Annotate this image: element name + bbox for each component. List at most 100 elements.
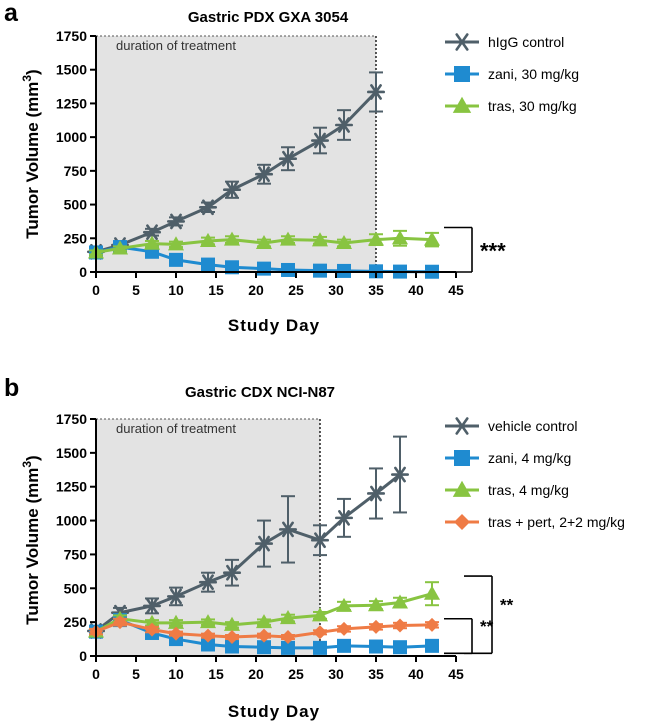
marker-asterisk [167,213,185,230]
x-tick-label: 35 [368,666,384,682]
marker-asterisk [451,33,473,51]
marker-diamond [337,621,351,636]
marker-asterisk [254,166,274,183]
marker-asterisk [310,132,330,149]
marker-triangle [199,614,217,629]
x-tick-label: 20 [248,282,264,298]
legend-label: tras, 30 mg/kg [488,98,577,114]
y-tick-label: 750 [64,546,88,562]
series-diamond [89,615,439,645]
marker-diamond [113,615,127,630]
treatment-region [96,36,376,272]
marker-triangle [223,231,241,246]
treatment-label: duration of treatment [116,421,236,436]
marker-asterisk [199,199,217,216]
marker-diamond [225,630,239,645]
marker-asterisk [223,181,241,198]
legend-label: zani, 4 mg/kg [488,450,571,466]
series-asterisk [87,435,410,639]
marker-square [313,263,327,278]
legend-label: tras, 4 mg/kg [488,482,569,498]
marker-triangle [199,232,217,248]
marker-triangle [311,607,329,622]
x-tick-label: 20 [248,666,264,682]
panel-label: b [4,374,19,402]
marker-asterisk [143,598,161,614]
marker-asterisk [451,417,473,435]
panel-a: a Gastric PDX GXA 3054 Tumor Volume (mm3… [4,0,579,335]
treatment-label: duration of treatment [116,38,236,53]
marker-asterisk [334,510,354,526]
x-tick-label: 30 [328,666,344,682]
marker-asterisk [310,532,330,549]
marker-square [393,640,407,655]
x-tick-label: 25 [288,666,304,682]
marker-triangle [279,231,297,246]
legend-entry: hIgG control [445,33,564,51]
marker-diamond [369,619,383,634]
significance-label: ** [480,617,494,636]
legend-label: zani, 30 mg/kg [488,66,579,82]
marker-triangle [423,231,441,246]
y-tick-label: 1000 [56,513,87,529]
legend-label: hIgG control [488,34,564,50]
legend-entry: tras, 30 mg/kg [445,96,577,114]
marker-square [337,638,351,653]
x-tick-label: 10 [168,666,184,682]
marker-square [281,640,295,655]
legend-entry: zani, 4 mg/kg [445,450,571,466]
marker-diamond [201,628,215,643]
marker-diamond [169,626,183,641]
x-axis-label: Study Day [228,316,320,335]
marker-diamond [257,628,271,643]
marker-triangle [311,232,329,247]
marker-asterisk [199,574,217,591]
significance-bracket [444,617,473,655]
x-tick-label: 0 [92,666,100,682]
legend-entry: zani, 30 mg/kg [445,66,579,82]
marker-diamond [313,625,327,640]
marker-triangle [255,614,273,629]
marker-asterisk [390,466,410,483]
marker-square [169,252,183,267]
x-tick-label: 0 [92,282,100,298]
x-tick-label: 40 [408,666,424,682]
significance-bracket [444,226,473,273]
marker-square [201,257,215,272]
y-axis-label: Tumor Volume (mm3) [20,69,42,238]
legend-entry: tras, 4 mg/kg [445,480,569,498]
marker-square [225,260,239,275]
marker-asterisk [278,150,298,167]
x-axis-label: Study Day [228,702,320,721]
panel-label: a [4,0,19,27]
marker-square [201,637,215,652]
y-tick-label: 1500 [56,445,87,461]
marker-triangle [391,594,409,609]
y-tick-label: 500 [64,580,88,596]
marker-triangle [452,96,472,113]
x-tick-label: 45 [448,666,464,682]
marker-asterisk [278,521,298,538]
marker-diamond [281,630,295,645]
x-tick-label: 15 [208,666,224,682]
legend-label: tras + pert, 2+2 mg/kg [488,514,625,530]
y-tick-label: 1750 [56,411,87,427]
marker-diamond [145,622,159,637]
marker-diamond [393,618,407,633]
marker-diamond [425,617,439,632]
significance-label: ** [500,596,514,615]
marker-asterisk [167,588,185,605]
marker-square [369,639,383,654]
marker-triangle [223,616,241,631]
chart-title: Gastric CDX NCI-N87 [185,384,335,401]
marker-square [454,450,470,466]
marker-square [281,262,295,277]
marker-triangle [167,614,185,629]
x-tick-label: 10 [168,282,184,298]
marker-triangle [367,231,385,246]
x-tick-label: 45 [448,282,464,298]
marker-triangle [367,597,385,612]
y-tick-label: 0 [79,264,87,280]
x-tick-label: 5 [132,282,140,298]
marker-square [425,638,439,653]
